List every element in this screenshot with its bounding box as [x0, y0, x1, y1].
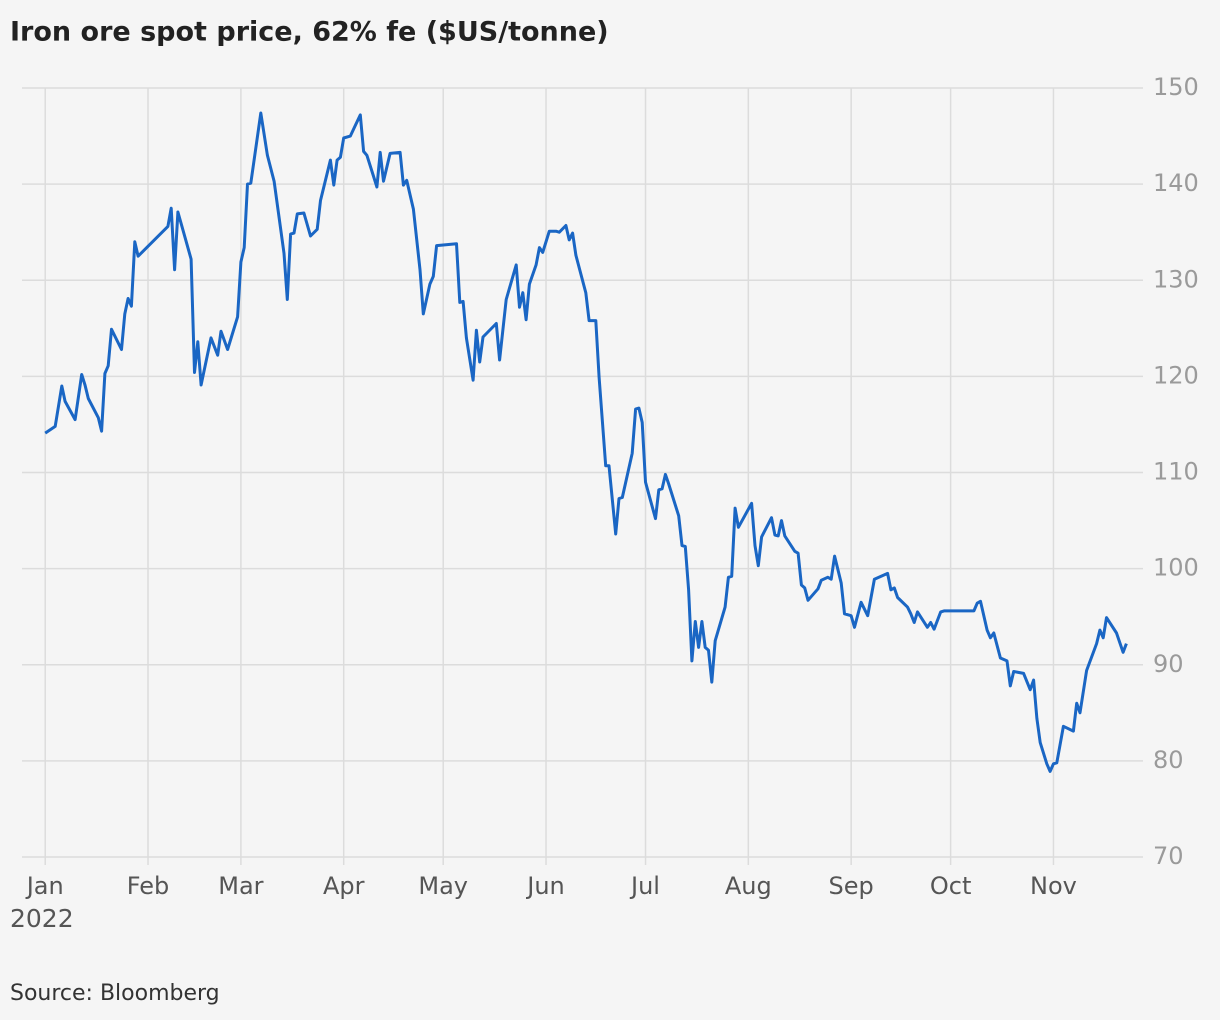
y-tick-label: 90 [1153, 650, 1184, 678]
year-label: 2022 [10, 904, 74, 933]
chart-title: Iron ore spot price, 62% fe ($US/tonne) [10, 17, 609, 48]
x-tick-label: May [418, 872, 468, 900]
x-tick-label: Jul [629, 872, 660, 900]
y-tick-label: 110 [1153, 458, 1199, 486]
x-tick-label: Nov [1030, 872, 1077, 900]
y-tick-label: 150 [1153, 73, 1199, 101]
x-tick-label: Mar [218, 872, 263, 900]
source: Source: Bloomberg [10, 981, 220, 1006]
y-tick-label: 100 [1153, 554, 1199, 582]
y-tick-label: 80 [1153, 746, 1184, 774]
price-line [44, 111, 1128, 773]
x-tick-label: Feb [127, 872, 170, 900]
x-tick-label: Jun [525, 872, 565, 900]
y-tick-label: 120 [1153, 361, 1199, 389]
x-tick-label: Apr [323, 872, 365, 900]
y-tick-label: 130 [1153, 265, 1199, 293]
x-tick-label: Oct [930, 872, 972, 900]
x-tick-label: Aug [725, 872, 772, 900]
y-tick-label: 70 [1153, 842, 1184, 870]
y-tick-label: 140 [1153, 169, 1199, 197]
x-tick-label: Sep [829, 872, 874, 900]
x-tick-label: Jan [25, 872, 64, 900]
